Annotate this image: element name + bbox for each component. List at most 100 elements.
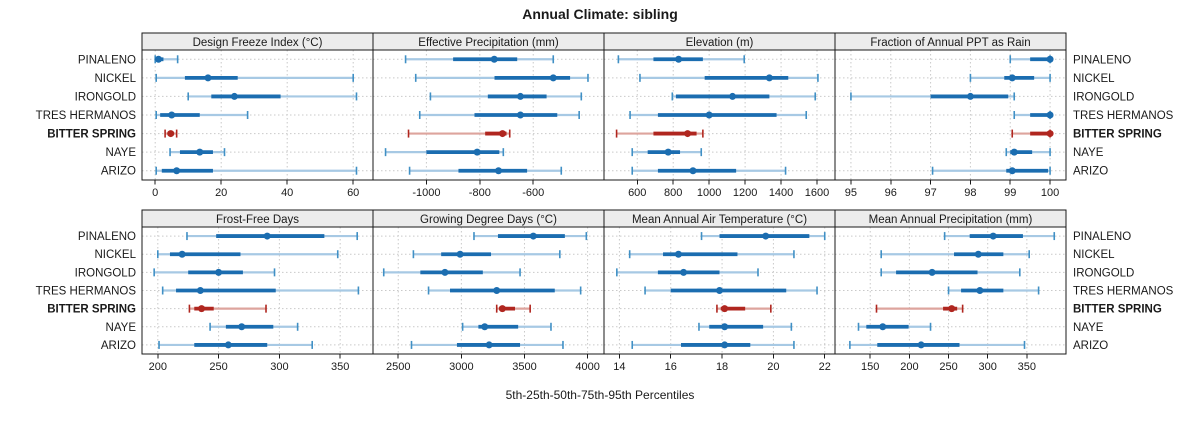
series-row-tres-hermanos [427,286,582,295]
x-tick-label: 95 [845,187,857,199]
median-dot [928,268,936,276]
median-dot [196,148,204,156]
panel: Mean Annual Air Temperature (°C) 14 16 18 20… [603,209,836,373]
series-row-arizo [158,340,314,349]
series-row-arizo [631,166,787,175]
site-label-right: NICKEL [1073,249,1115,261]
series-row-naye [631,148,703,157]
x-tick-label: 200 [900,361,918,373]
site-label-right: IRONGOLD [1073,267,1134,279]
site-label-right: BITTER SPRING [1073,304,1162,316]
median-dot [680,268,688,276]
series-row-irongold [850,92,1016,101]
x-tick-label: 300 [270,361,288,373]
x-tick-label: 150 [861,361,879,373]
percentiles-caption: 5th-25th-50th-75th-95th Percentiles [505,388,695,402]
series-row-naye [461,322,552,331]
series-row-irongold [616,268,759,277]
median-dot [499,130,507,138]
x-tick-label: 3500 [512,361,536,373]
series-row-naye [857,322,932,331]
median-dot [716,287,723,294]
median-dot [441,268,449,276]
x-tick-label: 2500 [386,361,410,373]
site-label-left: NICKEL [94,73,136,85]
x-tick-label: 40 [281,187,293,199]
site-label-right: ARIZO [1073,340,1108,352]
median-dot [549,74,557,82]
median-dot [1046,130,1054,138]
series-row-pinaleno [700,232,826,241]
series-row-naye [384,148,505,157]
x-tick-label: 3000 [449,361,473,373]
site-label-right: ARIZO [1073,166,1108,178]
x-tick-label: 18 [716,361,728,373]
site-label-right: NAYE [1073,147,1104,159]
median-dot [204,74,212,82]
median-dot [966,92,974,100]
median-dot [1046,111,1054,119]
site-label-left: IRONGOLD [75,267,136,279]
x-tick-label: 1200 [733,187,757,199]
median-dot [1046,55,1054,63]
median-dot [493,287,501,294]
site-label-right: IRONGOLD [1073,91,1134,103]
median-dot [1010,148,1018,156]
x-tick-label: 99 [1004,187,1016,199]
median-dot [989,232,997,240]
site-label-right: NAYE [1073,322,1104,334]
series-row-irongold [187,92,358,101]
panel: Elevation (m) 600 800 1000 1200 1400 1600 [603,32,836,199]
site-label-left: BITTER SPRING [47,304,136,316]
median-dot [976,287,984,294]
series-row-naye [1005,148,1051,157]
site-label-right: BITTER SPRING [1073,129,1162,141]
site-label-left: NAYE [106,322,137,334]
site-label-left: IRONGOLD [75,91,136,103]
series-row-nickel [155,73,355,82]
median-dot [529,232,537,240]
median-dot [155,55,162,63]
panel: Design Freeze Index (°C) 0 20 40 60 [141,32,374,199]
median-dot [198,305,206,313]
panel-border [834,49,1067,181]
median-dot [729,92,737,100]
x-tick-label: 4000 [575,361,599,373]
median-dot [721,341,729,349]
series-row-tres-hermanos [418,111,580,119]
site-label-left: NAYE [106,147,137,159]
median-dot [721,305,729,313]
site-label-left: ARIZO [101,340,136,352]
median-dot [974,250,982,258]
series-row-pinaleno [617,55,746,64]
series-row-naye [698,322,793,331]
panel-strip-title: Elevation (m) [686,37,754,49]
series-row-arizo [155,166,358,175]
x-tick-label: 350 [331,361,349,373]
median-dot [230,92,238,100]
series-row-tres-hermanos [1013,111,1054,119]
x-tick-label: 1600 [805,187,829,199]
series-row-bitter-spring [1011,129,1054,138]
median-dot [1008,167,1016,175]
site-label-right: PINALENO [1073,231,1131,243]
series-row-pinaleno [1009,55,1054,64]
median-dot [215,268,223,276]
series-row-arizo [849,340,1026,349]
site-label-right: TRES HERMANOS [1073,110,1174,122]
median-dot [948,305,956,313]
site-label-left: NICKEL [94,249,136,261]
median-dot [498,305,506,313]
site-label-right: NICKEL [1073,73,1115,85]
site-label-left: BITTER SPRING [47,129,136,141]
median-dot [473,148,481,156]
site-label-left: PINALENO [78,54,136,66]
x-tick-label: 14 [613,361,625,373]
series-row-irongold [429,92,583,101]
panel-strip-title: Effective Precipitation (mm) [418,37,559,49]
series-row-arizo [408,166,563,175]
median-dot [263,232,271,240]
panel-strip-title: Fraction of Annual PPT as Rain [870,37,1030,49]
x-tick-label: 800 [664,187,682,199]
